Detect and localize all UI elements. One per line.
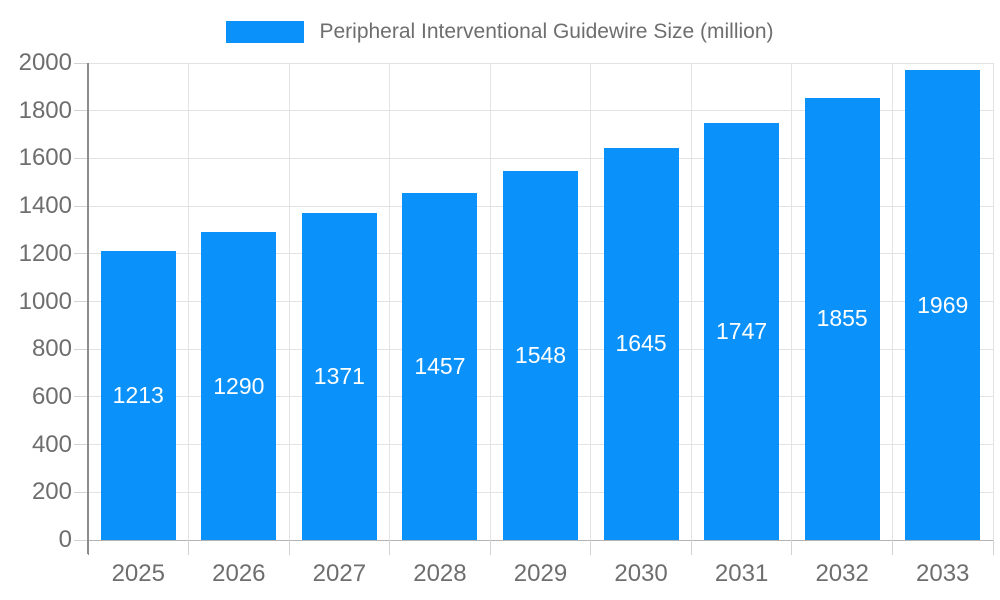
y-axis-tick [74, 253, 88, 255]
x-tick-label: 2026 [212, 560, 266, 587]
x-axis-tick [288, 540, 290, 555]
bar-value-label: 1969 [917, 291, 969, 318]
y-gridline [88, 157, 993, 159]
bar-2029: 1548 [503, 170, 578, 540]
x-gridline [288, 63, 290, 540]
y-gridline [88, 110, 993, 112]
y-gridline [88, 62, 993, 64]
bar-2026: 1290 [201, 232, 277, 540]
x-gridline [891, 63, 893, 540]
y-tick-label: 1000 [18, 287, 72, 315]
y-tick-label: 800 [31, 335, 72, 363]
y-tick-label: 200 [31, 478, 72, 506]
x-axis-tick [791, 540, 793, 555]
y-axis-tick [74, 205, 88, 207]
y-axis-tick [74, 157, 88, 159]
x-gridline [489, 63, 491, 540]
x-tick-label: 2033 [916, 560, 970, 587]
y-axis-tick [74, 491, 88, 493]
chart-legend[interactable]: Peripheral Interventional Guidewire Size… [0, 20, 1000, 44]
x-gridline [188, 63, 190, 540]
x-gridline [690, 63, 692, 540]
bar-2027: 1371 [301, 213, 377, 540]
bar-value-label: 1645 [615, 330, 667, 357]
bar-value-label: 1213 [112, 381, 164, 408]
x-tick-label: 2029 [513, 560, 568, 587]
x-axis-tick [891, 540, 893, 555]
y-axis-tick [74, 444, 88, 446]
bar-value-label: 1855 [816, 305, 868, 332]
bar-2031: 1747 [704, 123, 780, 540]
x-axis-tick [992, 540, 994, 555]
bar-value-label: 1548 [514, 341, 567, 368]
y-tick-label: 0 [58, 526, 72, 553]
x-tick-label: 2032 [815, 560, 869, 587]
y-tick-label: 2000 [18, 49, 72, 76]
y-axis-tick [74, 110, 88, 112]
y-axis-tick [74, 301, 88, 302]
bar-value-label: 1747 [716, 318, 768, 345]
y-gridline [88, 539, 993, 541]
y-axis-tick [74, 348, 88, 350]
bar-value-label: 1371 [313, 363, 365, 389]
x-axis-tick [389, 540, 391, 555]
legend-marker [226, 21, 305, 43]
x-tick-label: 2030 [614, 560, 668, 587]
y-tick-label: 400 [31, 430, 72, 458]
y-tick-label: 1800 [18, 96, 72, 124]
x-axis-tick [489, 540, 491, 555]
x-tick-label: 2028 [413, 560, 467, 587]
y-tick-label: 600 [31, 382, 72, 410]
y-axis-tick [74, 62, 88, 64]
x-tick-label: 2031 [714, 560, 769, 587]
y-axis-tick [74, 396, 88, 398]
x-axis-tick [690, 540, 692, 555]
legend-label: Peripheral Interventional Guidewire Size… [319, 20, 774, 43]
y-tick-label: 1200 [18, 239, 72, 267]
y-tick-label: 1600 [18, 144, 72, 172]
y-axis-line [87, 63, 89, 554]
bar-2028: 1457 [402, 192, 478, 540]
x-gridline [590, 63, 592, 540]
bar-2033: 1969 [905, 70, 981, 540]
bar-value-label: 1457 [414, 352, 466, 379]
bar-2025: 1213 [100, 250, 176, 540]
y-axis-tick [74, 539, 88, 541]
x-tick-label: 2027 [312, 560, 367, 587]
x-gridline [389, 63, 391, 540]
y-tick-label: 1400 [18, 192, 72, 220]
bar-2030: 1645 [603, 147, 679, 540]
x-axis-tick [188, 540, 190, 555]
x-gridline [992, 63, 994, 540]
x-axis-tick [590, 540, 592, 555]
bar-value-label: 1290 [213, 372, 265, 399]
x-gridline [791, 63, 793, 540]
x-tick-label: 2025 [111, 560, 165, 587]
bar-2032: 1855 [804, 97, 880, 540]
